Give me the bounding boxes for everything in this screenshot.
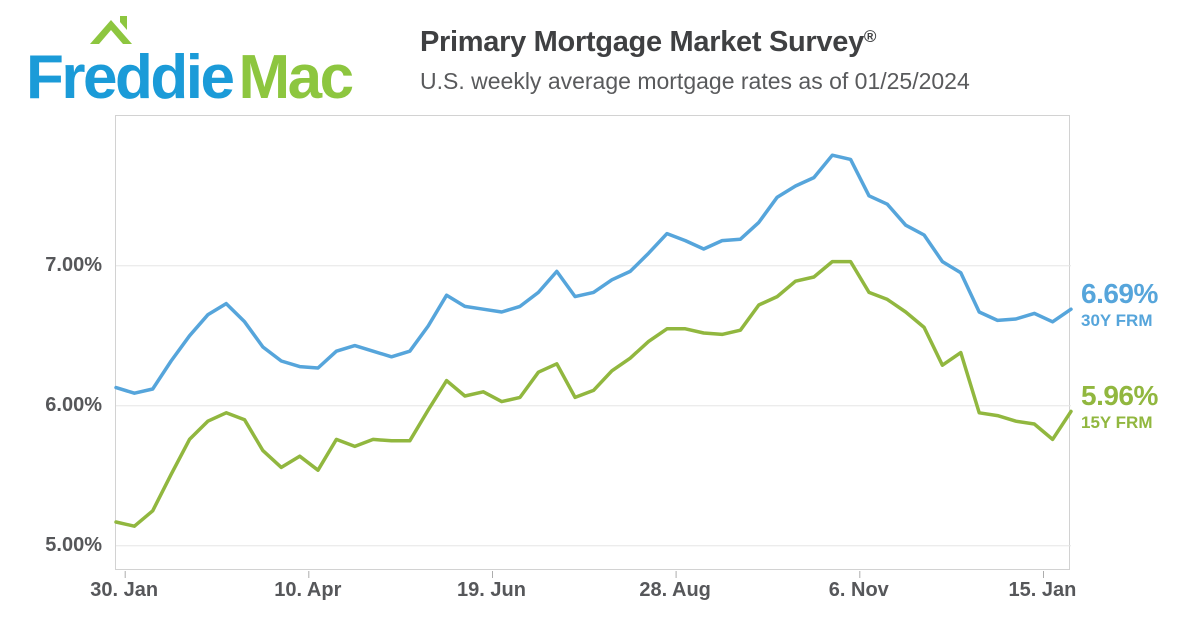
house-roof-icon [90,16,132,44]
x-axis-label-jan30: 30. Jan [90,579,159,601]
logo-word-mac: Mac [238,43,354,112]
page-title: Primary Mortgage Market Survey® [420,26,970,59]
rate-value-15y: 5.96% [1081,380,1158,412]
y-axis-label-5: 5.00% [45,533,102,556]
series-line-15y-frm [114,259,1073,528]
x-axis-label-aug28: 28. Aug [639,579,711,601]
annotation-15y-frm: 5.96% 15Y FRM [1081,380,1199,435]
x-axis-label-nov6: 6. Nov [828,579,889,601]
series-line-30y-frm [114,153,1073,395]
rate-label-30y: 30Y FRM [1081,311,1153,331]
logo-word-freddie: Freddie [26,43,235,112]
freddie-mac-logo: FreddieMac [26,16,354,113]
x-axis-label-jun19: 19. Jun [457,579,526,601]
registered-mark: ® [863,27,877,46]
rate-value-30y: 6.69% [1081,278,1158,310]
annotation-30y-frm: 6.69% 30Y FRM [1081,278,1199,333]
x-axis-label-apr10: 10. Apr [274,579,342,601]
chart-svg [114,153,1073,578]
title-block: Primary Mortgage Market Survey® U.S. wee… [420,26,970,95]
chart-plot-area [114,115,1073,578]
y-axis-label-7: 7.00% [45,253,102,276]
rate-label-15y: 15Y FRM [1081,413,1153,433]
page-subtitle: U.S. weekly average mortgage rates as of… [420,68,970,94]
y-axis-label-6: 6.00% [45,393,102,416]
x-axis-label-jan15: 15. Jan [1008,579,1077,601]
page-title-text: Primary Mortgage Market Survey [420,26,864,58]
